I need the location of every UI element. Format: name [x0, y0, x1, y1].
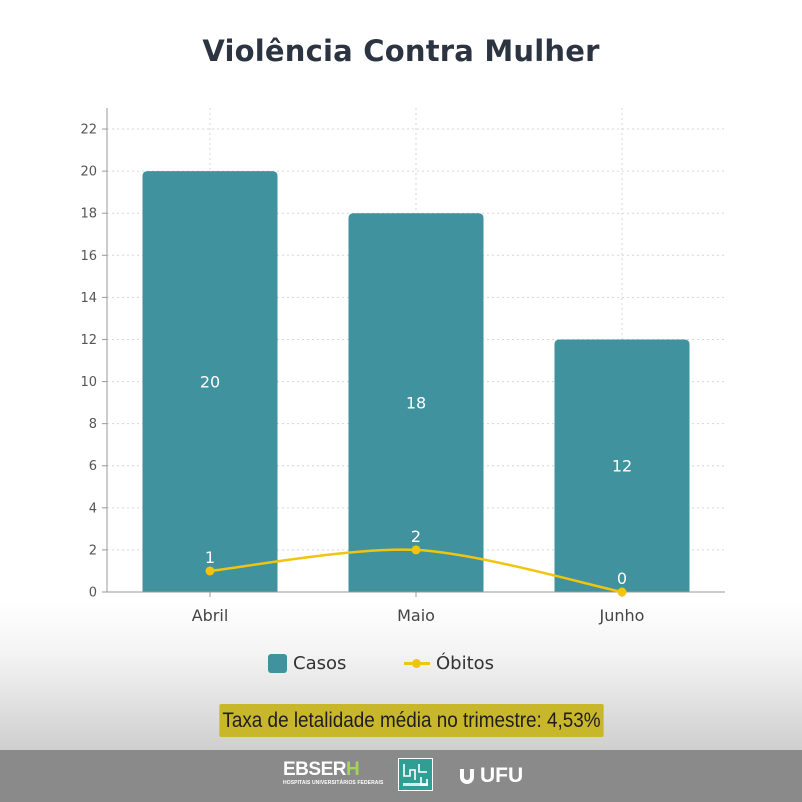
ufu-emblem-icon	[460, 769, 474, 784]
y-tick-label: 16	[80, 249, 97, 264]
ebserh-logo-subtitle: HOSPITAIS UNIVERSITÁRIOS FEDERAIS	[283, 780, 384, 786]
y-tick-label: 22	[80, 123, 97, 138]
x-tick-label: Abril	[192, 606, 229, 625]
y-tick-label: 2	[89, 543, 97, 558]
y-tick-label: 12	[80, 333, 97, 348]
obitos-point	[617, 587, 627, 597]
bar-maio	[348, 213, 484, 592]
chart-title: Violência Contra Mulher	[202, 34, 600, 68]
ebserh-logo-word: EBSER	[283, 759, 346, 780]
y-tick-label: 4	[89, 501, 97, 516]
y-tick-label: 8	[89, 417, 97, 432]
legend-item-obitos: Óbitos	[404, 650, 494, 676]
obitos-value-label: 0	[617, 569, 627, 588]
hospital-clinicas-logo	[398, 758, 433, 791]
y-tick-label: 14	[80, 291, 97, 306]
bar-junho	[554, 339, 690, 592]
legend-label-casos: Casos	[293, 652, 347, 674]
lethality-note: Taxa de letalidade média no trimestre: 4…	[219, 704, 604, 737]
y-tick-label: 6	[89, 459, 97, 474]
ufu-logo: UFU	[457, 762, 523, 790]
bar-value-label: 18	[406, 394, 426, 413]
legend-swatch-casos	[268, 653, 287, 673]
footer-logos: EBSERH HOSPITAIS UNIVERSITÁRIOS FEDERAIS…	[0, 758, 802, 794]
y-tick-label: 20	[80, 165, 97, 180]
y-tick-label: 10	[80, 375, 97, 390]
obitos-point	[411, 545, 421, 555]
y-tick-label: 0	[89, 586, 97, 601]
obitos-value-label: 1	[205, 548, 215, 567]
obitos-point	[205, 566, 215, 576]
legend-item-casos: Casos	[268, 650, 346, 676]
ebserh-logo: EBSERH HOSPITAIS UNIVERSITÁRIOS FEDERAIS	[283, 759, 384, 790]
chart-legend: Casos Óbitos	[0, 650, 802, 676]
y-tick-label: 18	[80, 207, 97, 222]
legend-line-obitos	[404, 654, 430, 673]
bar-value-label: 12	[612, 457, 632, 476]
x-tick-label: Maio	[397, 606, 435, 625]
ufu-logo-text: UFU	[480, 764, 524, 787]
bar-value-label: 20	[200, 373, 220, 392]
bar-abril	[142, 171, 278, 592]
legend-label-obitos: Óbitos	[436, 652, 495, 674]
x-tick-label: Junho	[599, 606, 645, 625]
obitos-value-label: 2	[411, 527, 421, 546]
ebserh-logo-h: H	[345, 759, 360, 780]
